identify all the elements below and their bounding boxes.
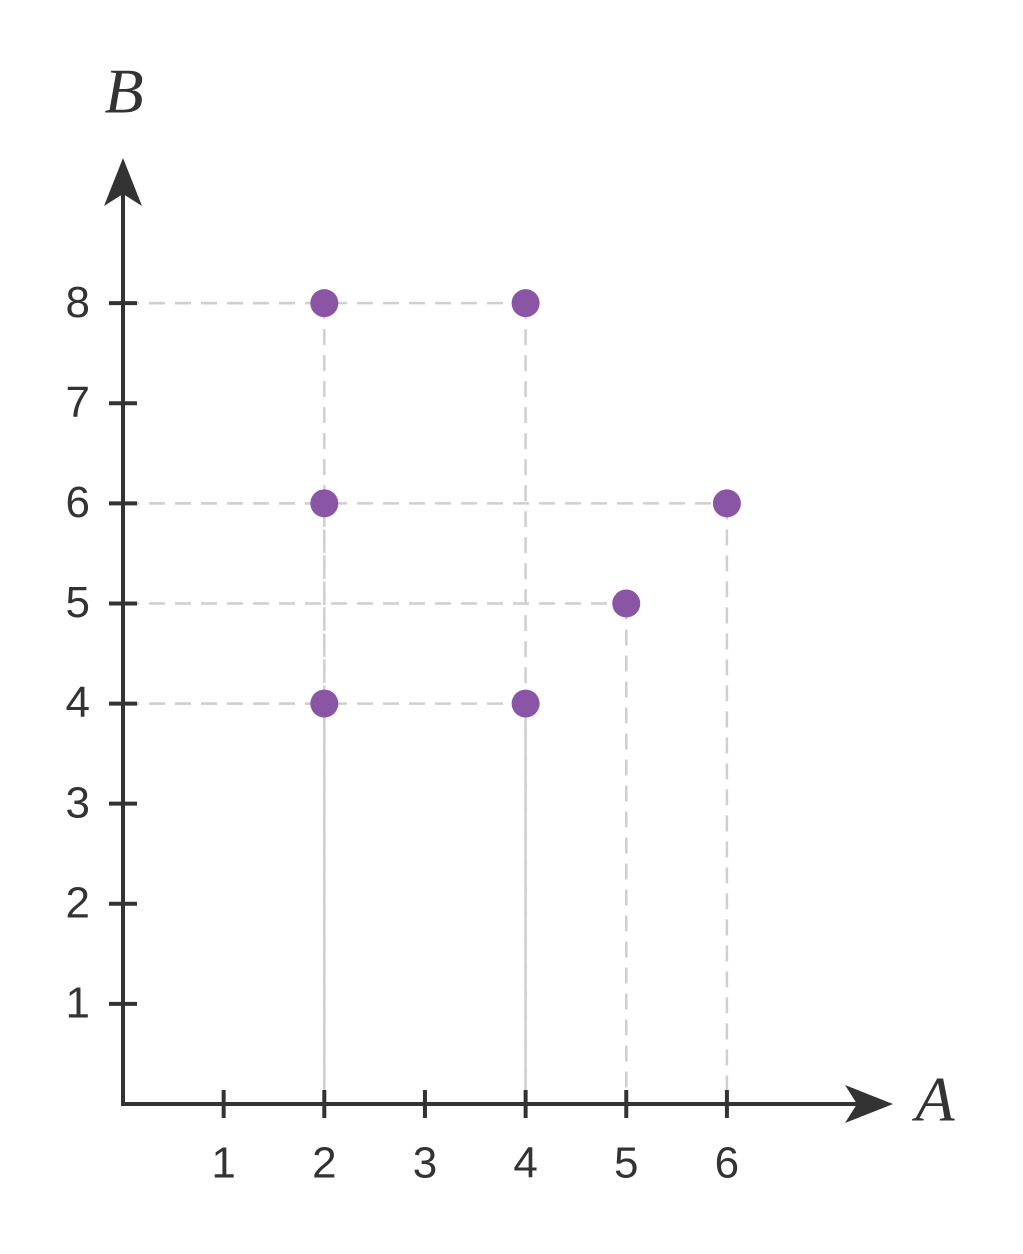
point bbox=[310, 489, 339, 518]
x-tick-label: 5 bbox=[614, 1139, 638, 1188]
point bbox=[511, 689, 540, 718]
y-tick-label: 3 bbox=[66, 778, 90, 827]
x-tick-label: 1 bbox=[211, 1139, 235, 1188]
point bbox=[310, 289, 339, 318]
x-axis-title: A bbox=[911, 1064, 955, 1135]
y-tick-label: 1 bbox=[66, 979, 90, 1028]
x-tick-label: 2 bbox=[312, 1139, 336, 1188]
y-tick-label: 2 bbox=[66, 878, 90, 927]
y-axis-title: B bbox=[104, 56, 143, 127]
x-tick-label: 6 bbox=[715, 1139, 739, 1188]
y-tick-label: 6 bbox=[66, 478, 90, 527]
x-tick-label: 3 bbox=[413, 1139, 437, 1188]
y-tick-label: 5 bbox=[66, 578, 90, 627]
point bbox=[310, 689, 339, 718]
x-axis-arrow bbox=[845, 1085, 893, 1123]
y-axis-arrow bbox=[104, 158, 142, 206]
y-tick-label: 8 bbox=[66, 278, 90, 327]
y-tick-label: 7 bbox=[66, 378, 90, 427]
point bbox=[612, 589, 641, 618]
x-tick-label: 4 bbox=[513, 1139, 537, 1188]
y-tick-label: 4 bbox=[66, 678, 90, 727]
point bbox=[712, 489, 741, 518]
point bbox=[511, 289, 540, 318]
